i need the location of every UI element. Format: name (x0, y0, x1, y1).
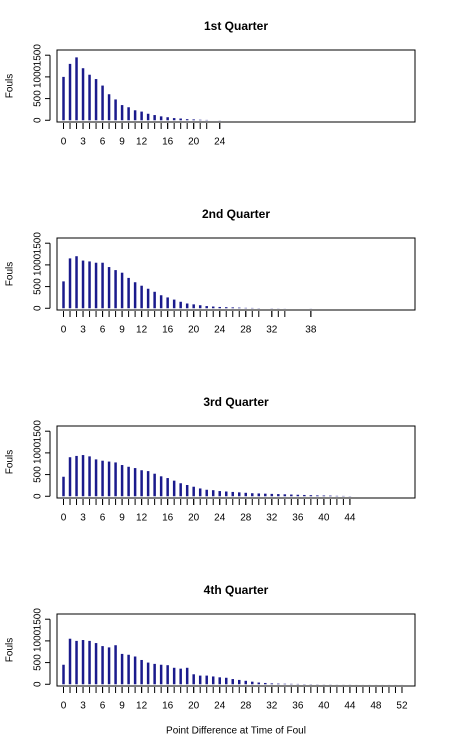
y-tick-label: 0 (33, 305, 44, 311)
x-axis-label: Point Difference at Time of Foul (166, 726, 306, 737)
chart-title: 2nd Quarter (202, 207, 270, 221)
x-tick-label: 16 (162, 701, 174, 712)
plot-box (56, 49, 416, 123)
x-tick-label: 40 (318, 513, 330, 524)
y-axis-label: Fouls (5, 450, 16, 474)
x-tick-label: 6 (100, 701, 106, 712)
x-tick-label: 28 (240, 513, 252, 524)
y-tick-label: 1500 (33, 608, 44, 631)
plot-box (56, 613, 416, 687)
x-tick-label: 9 (119, 325, 125, 336)
x-tick-label: 3 (80, 325, 86, 336)
y-tick-label: 1000 (33, 441, 44, 464)
x-tick-label: 12 (136, 325, 148, 336)
x-tick-label: 52 (396, 701, 408, 712)
x-tick-label: 24 (214, 701, 226, 712)
x-tick-label: 16 (162, 325, 174, 336)
x-tick-label: 36 (292, 513, 304, 524)
x-tick-label: 16 (162, 513, 174, 524)
x-tick-label: 28 (240, 325, 252, 336)
x-tick-label: 32 (266, 513, 278, 524)
x-tick-label: 20 (188, 137, 200, 148)
y-tick-label: 500 (33, 654, 44, 671)
y-tick-label: 1000 (33, 629, 44, 652)
x-tick-label: 16 (162, 137, 174, 148)
x-tick-label: 0 (61, 701, 67, 712)
x-tick-label: 9 (119, 701, 125, 712)
x-tick-label: 36 (292, 701, 304, 712)
x-tick-label: 44 (344, 701, 356, 712)
plot-box (56, 237, 416, 311)
x-tick-label: 24 (214, 137, 226, 148)
x-tick-label: 28 (240, 701, 252, 712)
y-tick-label: 0 (33, 117, 44, 123)
y-axis-label: Fouls (5, 262, 16, 286)
y-tick-label: 500 (33, 466, 44, 483)
x-tick-label: 24 (214, 513, 226, 524)
x-tick-label: 20 (188, 325, 200, 336)
x-tick-label: 32 (266, 325, 278, 336)
x-tick-label: 32 (266, 701, 278, 712)
x-tick-label: 12 (136, 513, 148, 524)
y-tick-label: 1500 (33, 44, 44, 67)
x-tick-label: 0 (61, 513, 67, 524)
x-tick-label: 3 (80, 701, 86, 712)
y-tick-label: 1500 (33, 420, 44, 443)
y-axis-label: Fouls (5, 74, 16, 98)
x-tick-label: 3 (80, 513, 86, 524)
y-tick-label: 1500 (33, 232, 44, 255)
y-tick-label: 1000 (33, 253, 44, 276)
y-tick-label: 500 (33, 90, 44, 107)
x-tick-label: 12 (136, 701, 148, 712)
y-axis-label: Fouls (5, 638, 16, 662)
x-tick-label: 38 (305, 325, 317, 336)
x-tick-label: 20 (188, 513, 200, 524)
x-tick-label: 9 (119, 137, 125, 148)
chart-title: 3rd Quarter (203, 395, 269, 409)
y-tick-label: 1000 (33, 65, 44, 88)
x-tick-label: 40 (318, 701, 330, 712)
y-tick-label: 0 (33, 493, 44, 499)
x-tick-label: 6 (100, 325, 106, 336)
x-tick-label: 6 (100, 137, 106, 148)
x-tick-label: 48 (370, 701, 382, 712)
x-tick-label: 9 (119, 513, 125, 524)
x-tick-label: 3 (80, 137, 86, 148)
plot-box (56, 425, 416, 499)
x-tick-label: 44 (344, 513, 356, 524)
chart-title: 4th Quarter (204, 583, 269, 597)
x-tick-label: 24 (214, 325, 226, 336)
y-tick-label: 0 (33, 681, 44, 687)
x-tick-label: 20 (188, 701, 200, 712)
x-tick-label: 12 (136, 137, 148, 148)
x-tick-label: 0 (61, 137, 67, 148)
x-tick-label: 0 (61, 325, 67, 336)
chart-title: 1st Quarter (204, 19, 268, 33)
y-tick-label: 500 (33, 278, 44, 295)
x-tick-label: 6 (100, 513, 106, 524)
